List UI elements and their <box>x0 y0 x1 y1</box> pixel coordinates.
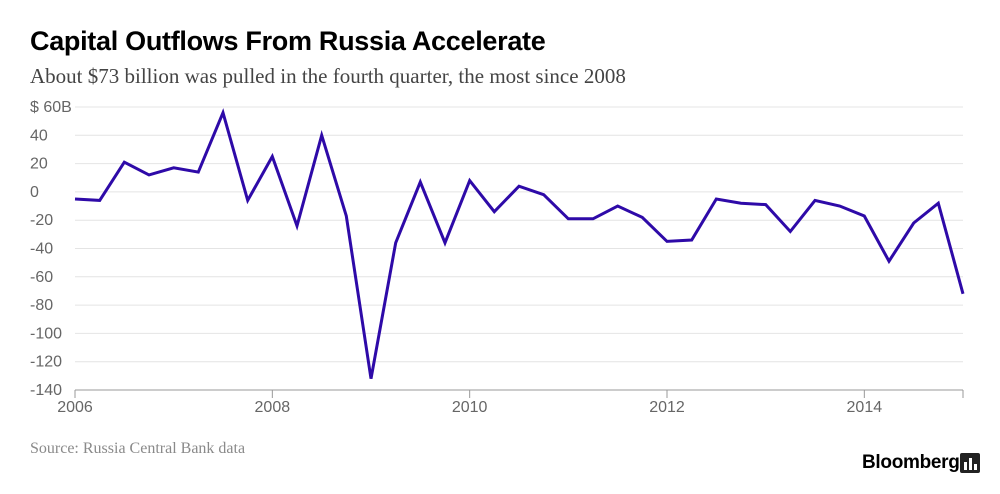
y-tick-label: 40 <box>30 127 48 144</box>
y-tick-label: -120 <box>30 354 62 371</box>
y-tick-label: -140 <box>30 382 62 399</box>
y-tick-label: 20 <box>30 156 48 173</box>
series-line <box>74 108 965 379</box>
y-tick-label: -60 <box>30 269 53 286</box>
y-tick-label: -100 <box>30 325 62 342</box>
y-tick-label: 0 <box>30 184 39 201</box>
grid-layer <box>75 106 963 363</box>
y-tick-label: $ 60B <box>30 99 72 116</box>
series-layer <box>74 108 965 379</box>
y-tick-label: -20 <box>30 212 53 229</box>
y-tick-label: -80 <box>30 297 53 314</box>
bloomberg-logo-text: Bloomberg <box>862 452 960 473</box>
y-tick-labels: $ 60B 40 20 0 -20 -40 -60 -80 -100 -120 -140 <box>30 99 72 399</box>
x-axis: 2006 2008 2010 2012 2014 <box>57 389 964 416</box>
source-note: Source: Russia Central Bank data <box>30 440 246 457</box>
chart-subtitle: About $73 billion was pulled in the four… <box>30 64 626 88</box>
y-tick-label: -40 <box>30 241 53 258</box>
x-tick-label: 2008 <box>255 399 291 416</box>
x-tick-label: 2012 <box>649 399 685 416</box>
bloomberg-chart-icon <box>960 453 980 473</box>
x-tick-label: 2006 <box>57 399 93 416</box>
x-tick-label: 2014 <box>847 399 883 416</box>
x-tick-label: 2010 <box>452 399 488 416</box>
chart-title: Capital Outflows From Russia Accelerate <box>30 26 546 56</box>
